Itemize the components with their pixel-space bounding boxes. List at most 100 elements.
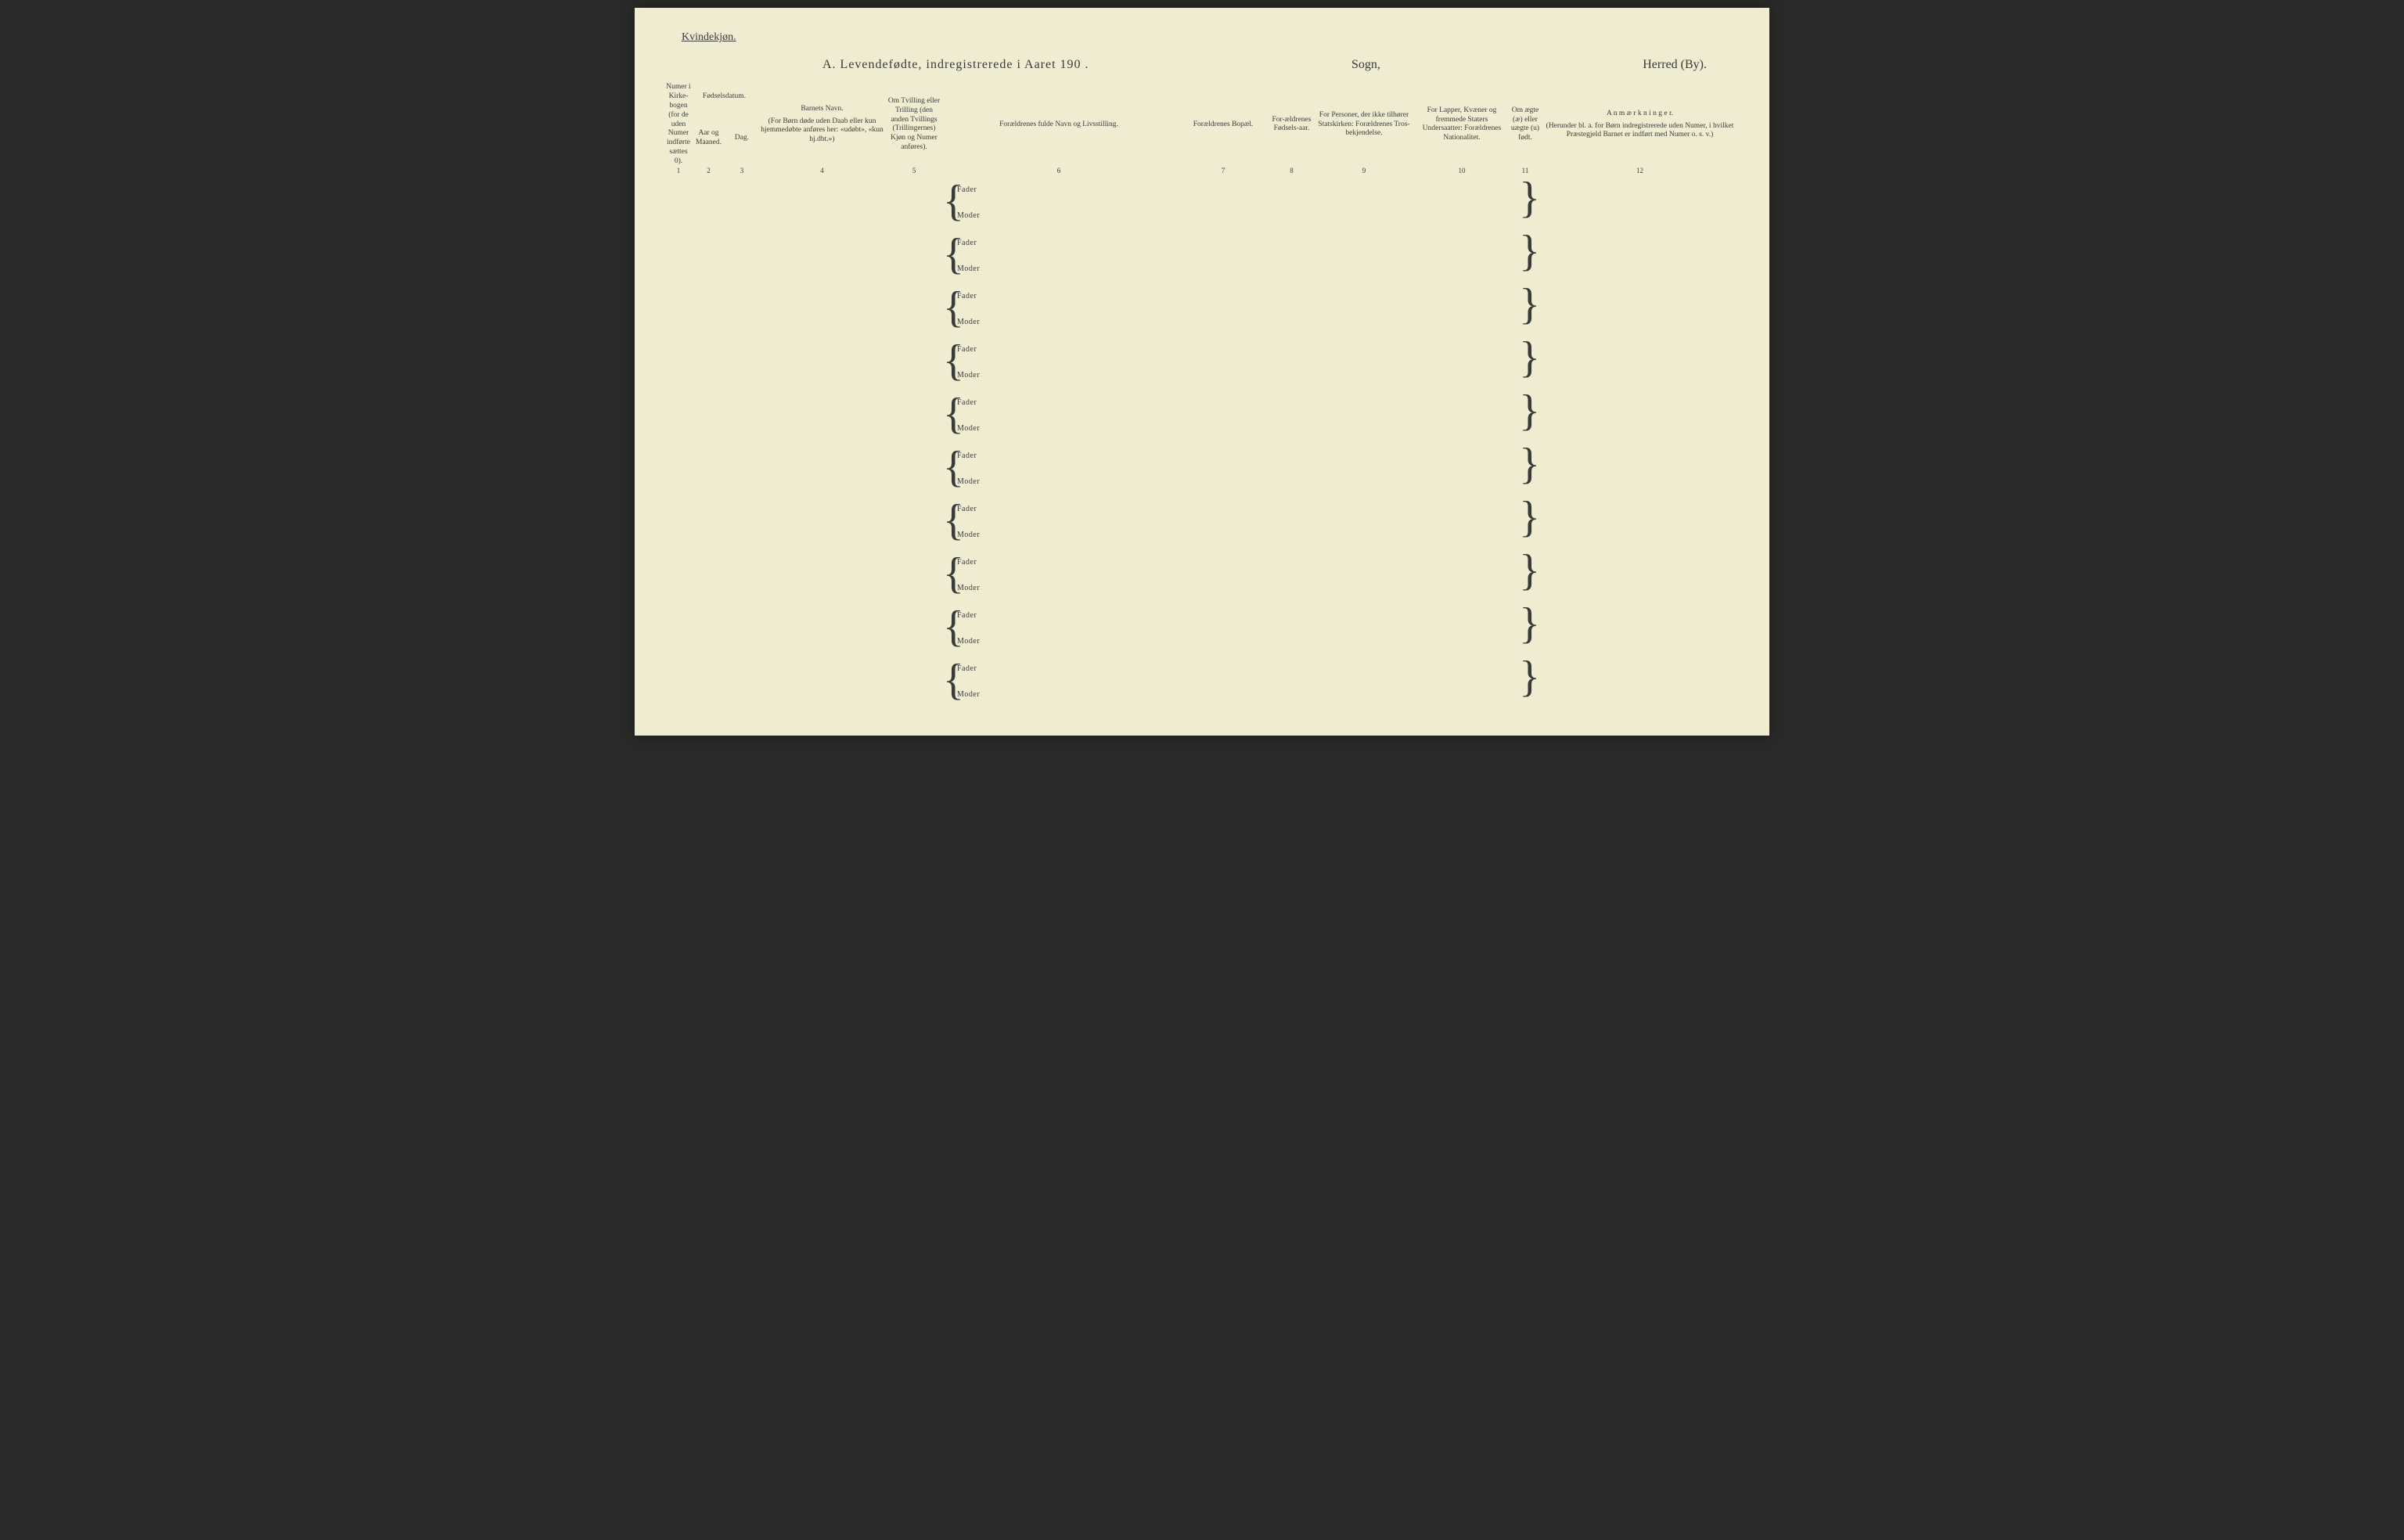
col-7-header: Forældrenes Bopæl. [1176, 83, 1270, 167]
moder-label: Moder [957, 690, 980, 699]
fader-label: Fader [957, 452, 977, 460]
colnum: 2 [691, 167, 726, 175]
cell-col-8 [1270, 547, 1313, 600]
col-4-title: Barnets Navn. [758, 105, 887, 114]
cell-col-7 [1176, 653, 1270, 707]
cell-col-5 [887, 441, 941, 494]
parents-cell: {FaderModer [941, 387, 1176, 441]
cell-col-11: } [1509, 334, 1542, 387]
cell-col-11: } [1509, 175, 1542, 228]
table-row: {FaderModer} [666, 281, 1738, 334]
moder-label: Moder [957, 264, 980, 273]
colnum: 1 [666, 167, 691, 175]
column-number-row: 1 2 3 4 5 6 7 8 9 10 11 12 [666, 167, 1738, 175]
cell-col-10 [1415, 547, 1509, 600]
cell-col-8 [1270, 494, 1313, 547]
col-2-subheader: Aar og Maaned. [691, 111, 726, 167]
cell-col-7 [1176, 228, 1270, 281]
cell-col-3 [726, 494, 758, 547]
cell-col-11: } [1509, 281, 1542, 334]
parents-cell: {FaderModer [941, 600, 1176, 653]
cell-col-4 [758, 387, 887, 441]
brace-left-icon: { [943, 552, 951, 595]
fader-label: Fader [957, 398, 977, 407]
brace-right-icon: } [1519, 549, 1540, 592]
cell-col-7 [1176, 547, 1270, 600]
fader-label: Fader [957, 239, 977, 247]
fader-label: Fader [957, 664, 977, 673]
sex-label: Kvindekjøn. [682, 31, 1738, 44]
cell-col-2 [691, 281, 726, 334]
row-brace: } [1509, 547, 1542, 600]
colnum: 9 [1313, 167, 1415, 175]
cell-col-3 [726, 441, 758, 494]
brace-right-icon: } [1519, 389, 1540, 433]
row-brace: } [1509, 387, 1542, 441]
cell-col-8 [1270, 600, 1313, 653]
cell-col-5 [887, 281, 941, 334]
row-brace: } [1509, 281, 1542, 334]
cell-col-6: {FaderModer [941, 653, 1176, 707]
cell-col-1 [666, 334, 691, 387]
cell-col-4 [758, 175, 887, 228]
cell-col-1 [666, 547, 691, 600]
cell-col-4 [758, 334, 887, 387]
cell-col-5 [887, 387, 941, 441]
brace-left-icon: { [943, 498, 951, 542]
cell-col-2 [691, 334, 726, 387]
cell-col-8 [1270, 281, 1313, 334]
moder-label: Moder [957, 584, 980, 592]
cell-col-6: { Fader Moder [941, 547, 1176, 600]
cell-col-4 [758, 600, 887, 653]
colnum: 10 [1415, 167, 1509, 175]
moder-label: Moder [957, 211, 980, 220]
cell-col-10 [1415, 175, 1509, 228]
cell-col-7 [1176, 387, 1270, 441]
cell-col-11: } [1509, 441, 1542, 494]
cell-col-1 [666, 653, 691, 707]
brace-right-icon: } [1519, 282, 1540, 326]
cell-col-1 [666, 387, 691, 441]
parents-cell: {FaderModer [941, 334, 1176, 387]
colnum: 6 [941, 167, 1176, 175]
title-herred: Herred (By). [1643, 58, 1707, 72]
cell-col-2 [691, 228, 726, 281]
cell-col-12 [1542, 547, 1738, 600]
moder-label: Moder [957, 531, 980, 539]
moder-label: Moder [957, 318, 980, 326]
cell-col-9 [1313, 600, 1415, 653]
parents-cell: {FaderModer [941, 281, 1176, 334]
cell-col-3 [726, 547, 758, 600]
cell-col-5 [887, 600, 941, 653]
parents-cell: {FaderModer [941, 653, 1176, 707]
parents-cell: {FaderModer [941, 441, 1176, 494]
cell-col-5 [887, 334, 941, 387]
parents-cell: { Fader Moder [941, 547, 1176, 600]
cell-col-1 [666, 600, 691, 653]
cell-col-2 [691, 175, 726, 228]
brace-right-icon: } [1519, 229, 1540, 273]
cell-col-6: {FaderModer [941, 441, 1176, 494]
cell-col-9 [1313, 441, 1415, 494]
cell-col-3 [726, 653, 758, 707]
cell-col-12 [1542, 494, 1738, 547]
cell-col-10 [1415, 334, 1509, 387]
col-9-header: For Personer, der ikke tilhører Statskir… [1313, 83, 1415, 167]
table-row: {FaderModer} [666, 334, 1738, 387]
col-2-3-group-header: Fødselsdatum. [691, 83, 758, 111]
fader-label: Fader [957, 558, 977, 567]
brace-right-icon: } [1519, 442, 1540, 486]
cell-col-9 [1313, 547, 1415, 600]
cell-col-2 [691, 547, 726, 600]
cell-col-8 [1270, 387, 1313, 441]
cell-col-7 [1176, 334, 1270, 387]
cell-col-10 [1415, 600, 1509, 653]
data-rows: {FaderModer}{FaderModer}{FaderModer}{Fad… [666, 175, 1738, 707]
brace-right-icon: } [1519, 176, 1540, 220]
col-1-header: Numer i Kirke-bogen (for de uden Numer i… [666, 83, 691, 167]
cell-col-11: } [1509, 228, 1542, 281]
cell-col-4 [758, 494, 887, 547]
register-table: Numer i Kirke-bogen (for de uden Numer i… [666, 83, 1738, 707]
cell-col-10 [1415, 228, 1509, 281]
cell-col-3 [726, 281, 758, 334]
